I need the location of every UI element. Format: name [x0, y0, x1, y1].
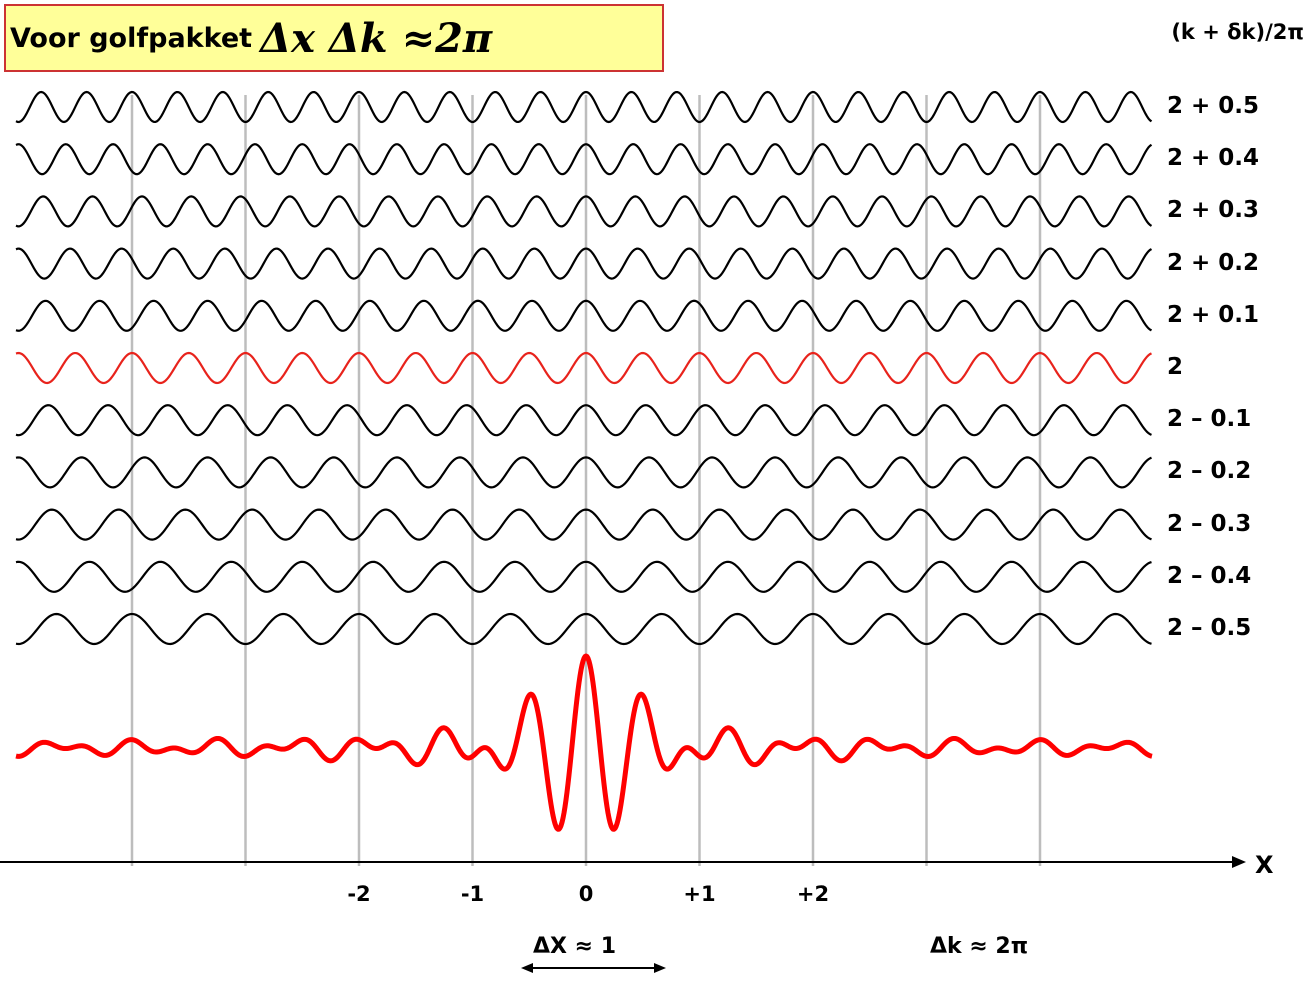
wave-packet-curve — [14, 653, 1154, 832]
wave-label: 2 + 0.5 — [1167, 93, 1260, 119]
wave-k-1-9 — [15, 404, 1152, 437]
wave-k-1-8 — [15, 456, 1152, 489]
delta-x-arrowhead-right — [654, 963, 666, 973]
component-waves — [15, 90, 1153, 646]
x-axis-label: X — [1255, 851, 1274, 879]
wave-label: 2 – 0.5 — [1167, 615, 1252, 641]
wave-k-2-5 — [15, 90, 1153, 124]
title-box: Voor golfpakket Δx Δk ≈2π — [4, 4, 664, 72]
wave-label: 2 – 0.1 — [1167, 406, 1252, 433]
wave-k-2-3 — [15, 195, 1153, 228]
x-tick-label: 0 — [578, 882, 594, 906]
gridlines — [130, 95, 1042, 866]
x-tick-label: -2 — [347, 882, 371, 906]
wave-label: 2 – 0.3 — [1167, 510, 1252, 537]
wave-k-2-2 — [15, 247, 1153, 280]
delta-x-arrowhead-left — [521, 963, 533, 973]
wave-label: 2 + 0.2 — [1167, 249, 1260, 276]
title-text: Voor golfpakket — [10, 22, 253, 54]
x-axis-arrowhead — [1232, 856, 1246, 868]
delta-x-label: ΔX ≈ 1 — [533, 934, 617, 959]
wave-label: 2 — [1167, 354, 1184, 380]
wave-packet — [14, 653, 1154, 832]
wave-label: 2 + 0.3 — [1167, 197, 1260, 224]
wave-k-2-4 — [15, 143, 1153, 176]
wave-label: 2 + 0.4 — [1167, 145, 1260, 172]
x-tick-label: +1 — [683, 882, 716, 906]
wave-k-1-6 — [15, 560, 1152, 593]
wave-label: 2 – 0.2 — [1167, 458, 1252, 485]
x-tick-label: +2 — [796, 882, 830, 906]
title-formula: Δx Δk ≈2π — [260, 14, 493, 62]
delta-k-label: Δk ≈ 2π — [930, 934, 1029, 959]
wave-label: 2 – 0.4 — [1167, 562, 1252, 589]
wave-k-1-7 — [15, 508, 1152, 541]
frequency-header-label: (k + δk)/2π — [1171, 20, 1304, 44]
wave-k-2 — [15, 351, 1152, 385]
wave-label: 2 + 0.1 — [1167, 301, 1260, 328]
wave-k-2-1 — [15, 299, 1153, 332]
wave-k-1-5 — [15, 612, 1152, 646]
x-tick-label: -1 — [460, 882, 485, 906]
